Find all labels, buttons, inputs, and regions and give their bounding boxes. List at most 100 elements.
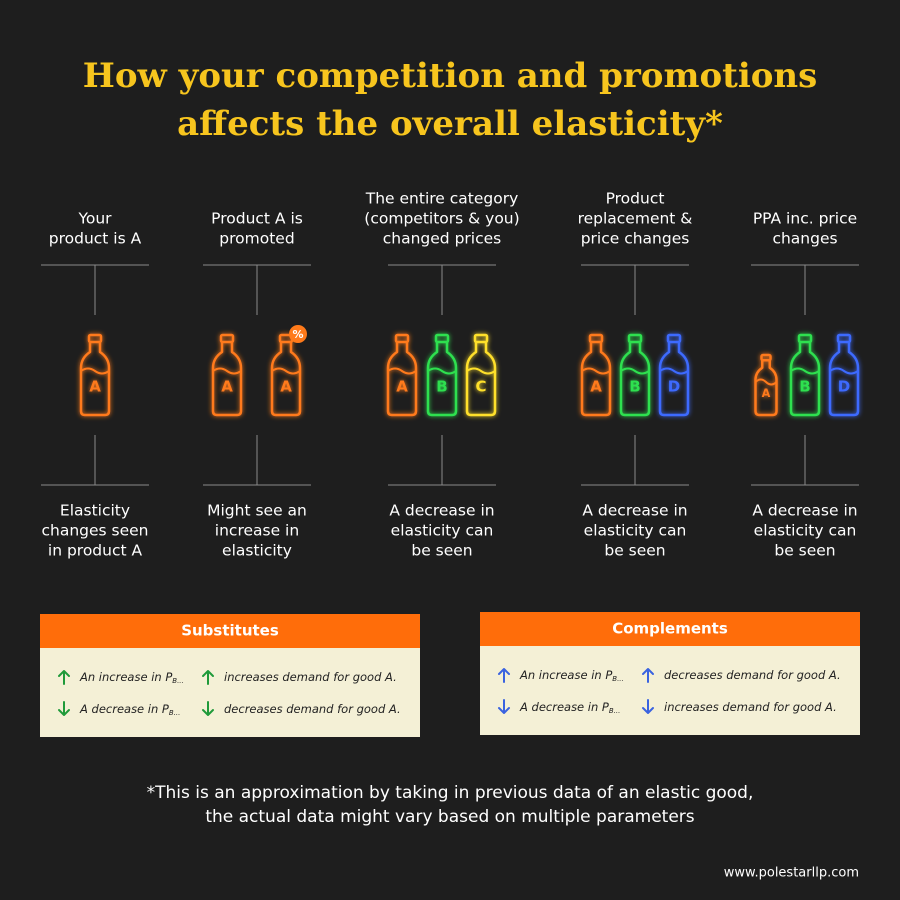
bottle-letter: D: [838, 378, 850, 396]
bottle: D: [828, 333, 860, 417]
promo-badge: [289, 325, 307, 343]
bottle-body: [465, 342, 497, 417]
column-heading: The entire category: [365, 190, 519, 208]
bottle-letter: B: [799, 378, 810, 396]
column-result: be seen: [411, 542, 472, 560]
column-result: elasticity can: [754, 522, 857, 540]
arrow-up: [58, 670, 70, 685]
bottle-wave: [271, 367, 301, 375]
bottle-wave: [620, 367, 650, 375]
bottle-wave: [427, 367, 457, 375]
column-heading: replacement &: [578, 210, 693, 228]
bottle-letter: A: [590, 378, 602, 396]
bottle-wave: [754, 378, 778, 386]
bottle-body: [619, 342, 651, 417]
column-result: elasticity: [222, 542, 292, 560]
bottle-wave: [829, 367, 859, 375]
footnote: *This is an approximation by taking in p…: [147, 783, 754, 803]
arrow-down: [202, 701, 214, 716]
column-heading: Product: [606, 190, 665, 208]
bottle-cap: [836, 333, 852, 344]
bottle: C: [465, 333, 497, 417]
bottle: A: [79, 333, 111, 417]
column-result: Elasticity: [60, 502, 130, 520]
table-title: Substitutes: [181, 622, 279, 640]
cell-subscript: B...: [609, 707, 620, 715]
bottle-body: [789, 342, 821, 417]
column-result: elasticity can: [584, 522, 687, 540]
table-header: [40, 614, 420, 648]
bottle-cap: [87, 333, 103, 344]
bottle-wave: [80, 367, 110, 375]
column-heading: Your: [77, 210, 112, 228]
bottle: A: [386, 333, 418, 417]
bottle-letter: A: [396, 378, 408, 396]
cell-subscript: B...: [172, 677, 183, 685]
bottle: A: [270, 333, 302, 417]
bottle-letter: C: [475, 378, 486, 396]
bottle-letter: A: [762, 387, 771, 400]
column-result: A decrease in: [582, 502, 687, 520]
column-result: in product A: [48, 542, 143, 560]
column-result: changes seen: [41, 522, 148, 540]
bottle-body: [426, 342, 458, 417]
table-cell: An increase in PB...: [79, 670, 184, 686]
bottle: A: [211, 333, 243, 417]
column-heading: product is A: [49, 230, 142, 248]
cell-text: increases demand for good A.: [224, 670, 397, 684]
bottle-wave: [659, 367, 689, 375]
bottle-wave: [387, 367, 417, 375]
bottle-cap: [394, 333, 410, 344]
bottle-body: [580, 342, 612, 417]
bottle: B: [789, 333, 821, 417]
column-heading: changed prices: [383, 230, 501, 248]
cell-text: A decrease in P: [519, 700, 609, 714]
column-heading: promoted: [219, 230, 294, 248]
cell-text: decreases demand for good A.: [224, 702, 401, 716]
table-cell: A decrease in PB...: [519, 700, 620, 716]
cell-text: decreases demand for good A.: [664, 668, 841, 682]
bottle-wave: [581, 367, 611, 375]
bottle-cap: [434, 333, 450, 344]
bottle-letter: B: [436, 378, 447, 396]
bottle-cap: [219, 333, 235, 344]
column-result: A decrease in: [752, 502, 857, 520]
cell-text: A decrease in P: [79, 702, 169, 716]
bottle-body: [270, 342, 302, 417]
bottle-letter: A: [221, 378, 233, 396]
bottle-wave: [466, 367, 496, 375]
bottle-letter: D: [668, 378, 680, 396]
column-result: Might see an: [207, 502, 307, 520]
column-heading: changes: [772, 230, 837, 248]
column-result: be seen: [774, 542, 835, 560]
arrow-down: [58, 701, 70, 716]
column-heading: Product A is: [211, 210, 303, 228]
table-cell: decreases demand for good A.: [224, 702, 401, 716]
bottle-cap: [473, 333, 489, 344]
column-heading: PPA inc. price: [753, 210, 857, 228]
bottle-letter: A: [280, 378, 292, 396]
bottle: B: [619, 333, 651, 417]
bottle-cap: [760, 353, 772, 362]
table-cell: A decrease in PB...: [79, 702, 180, 718]
bottle: B: [426, 333, 458, 417]
title-line: How your competition and promotions: [83, 56, 818, 96]
arrow-up: [498, 668, 510, 683]
bottle: D: [658, 333, 690, 417]
cell-text: An increase in P: [519, 668, 612, 682]
promo-badge-text: %: [292, 328, 303, 341]
bottle-body: [828, 342, 860, 417]
arrow-up: [642, 668, 654, 683]
column-heading: price changes: [581, 230, 690, 248]
footnote: the actual data might vary based on mult…: [205, 807, 694, 827]
column-result: elasticity can: [391, 522, 494, 540]
bottle-body: [754, 360, 778, 417]
bottle-wave: [790, 367, 820, 375]
arrow-up: [202, 670, 214, 685]
table-cell: increases demand for good A.: [224, 670, 397, 684]
table-cell: increases demand for good A.: [664, 700, 837, 714]
arrow-down: [642, 699, 654, 714]
cell-subscript: B...: [169, 709, 180, 717]
